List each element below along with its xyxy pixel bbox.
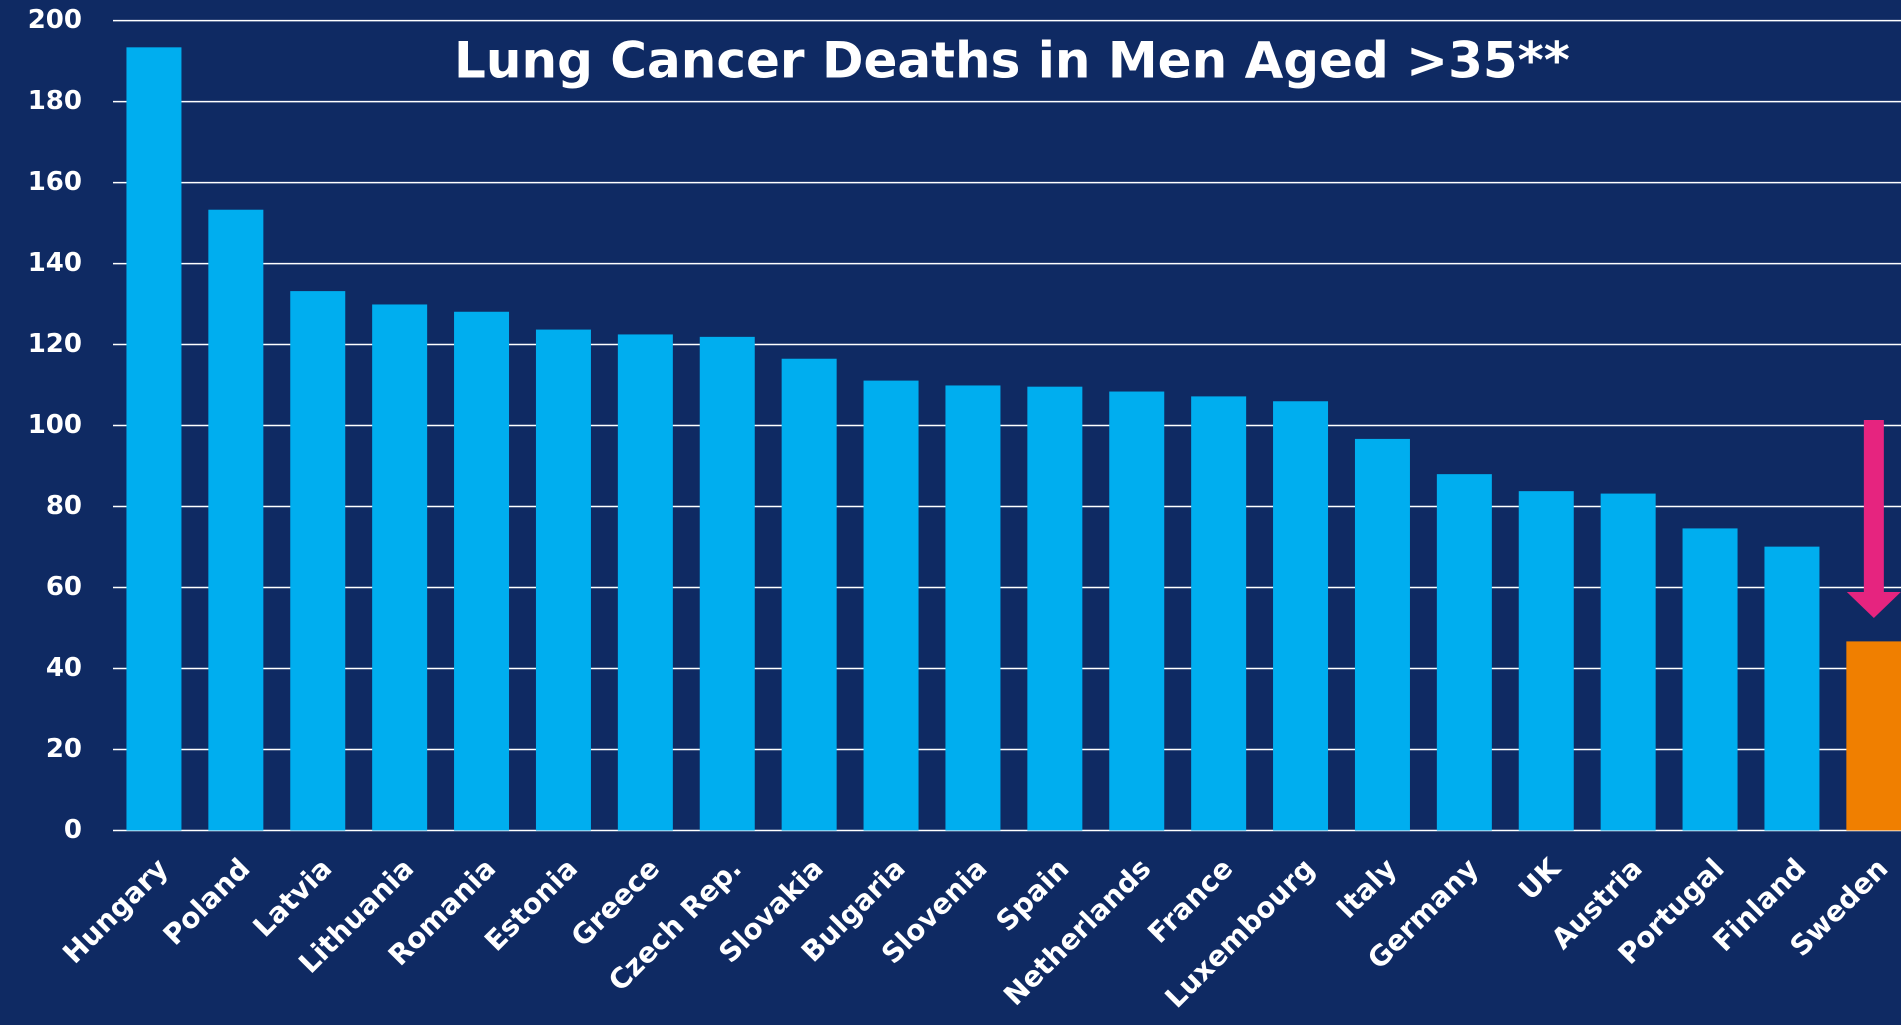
bar [699,336,755,831]
bars [126,47,1901,831]
y-tick-label: 40 [46,653,82,683]
bar [863,380,919,831]
y-tick-label: 20 [46,734,82,764]
bar [1846,641,1901,831]
bar [126,47,182,831]
y-tick-label: 60 [46,572,82,602]
bar [1764,546,1820,831]
bar [945,385,1001,831]
bar [1600,493,1656,831]
y-tick-label: 80 [46,491,82,521]
bar [1436,474,1492,831]
y-tick-label: 200 [28,5,82,35]
arrow-head [1846,592,1901,618]
bar [1354,438,1410,831]
bar [1109,391,1165,831]
bar [1027,386,1083,831]
bar [454,311,510,831]
y-tick-label: 120 [28,329,82,359]
bar [1518,491,1574,831]
chart-title: Lung Cancer Deaths in Men Aged >35** [454,32,1570,90]
bar [617,334,673,831]
y-tick-label: 100 [28,410,82,440]
y-tick-label: 180 [28,86,82,116]
y-tick-label: 140 [28,248,82,278]
bar [1273,401,1329,831]
bar [535,329,591,831]
y-tick-label: 0 [64,815,82,845]
bar [290,291,346,831]
bar [372,304,428,831]
bar [208,209,264,831]
bar [1682,528,1738,831]
bar [1191,396,1247,831]
y-tick-label: 160 [28,167,82,197]
bar [781,358,837,831]
